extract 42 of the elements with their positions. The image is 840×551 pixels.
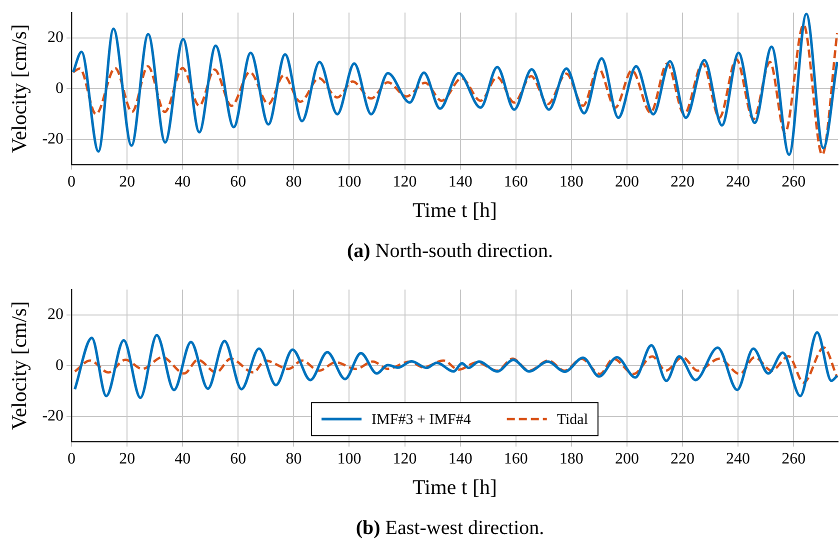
x-axis-title: Time t [h] <box>412 474 497 499</box>
x-tick-label: 0 <box>68 450 76 468</box>
y-tick-label: -20 <box>42 130 64 148</box>
x-tick-label: 120 <box>392 173 417 190</box>
x-tick-label: 240 <box>726 450 750 468</box>
x-tick-label: 200 <box>614 173 639 190</box>
legend-label: Tidal <box>556 412 588 428</box>
x-axis-title: Time t [h] <box>412 198 497 222</box>
x-tick-label: 140 <box>448 173 472 190</box>
x-tick-label: 20 <box>119 450 136 468</box>
x-tick-label: 60 <box>230 173 246 190</box>
x-tick-label: 140 <box>448 450 472 468</box>
x-tick-label: 40 <box>174 450 191 468</box>
x-tick-label: 220 <box>670 450 694 468</box>
x-tick-label: 40 <box>174 173 191 190</box>
y-axis-title: Velocity [cm/s] <box>7 301 32 430</box>
x-tick-label: 0 <box>68 173 76 190</box>
text: (a) North-south direction. <box>346 240 554 262</box>
x-tick-label: 20 <box>119 173 136 190</box>
x-tick-label: 160 <box>504 173 528 190</box>
y-tick-label: 0 <box>56 356 64 374</box>
x-tick-label: 80 <box>286 173 302 190</box>
x-tick-label: 180 <box>559 173 584 190</box>
x-tick-label: 100 <box>337 173 362 190</box>
x-tick-label: 120 <box>392 450 417 468</box>
x-tick-label: 260 <box>782 173 806 190</box>
y-tick-label: 20 <box>48 306 64 324</box>
x-tick-label: 60 <box>230 450 246 468</box>
x-tick-label: 200 <box>614 450 639 468</box>
x-tick-label: 240 <box>726 173 750 190</box>
y-tick-label: 20 <box>48 29 64 46</box>
x-tick-label: 100 <box>337 450 362 468</box>
y-axis-title: Velocity [cm/s] <box>7 24 32 154</box>
text: (b) East-west direction. <box>356 517 544 539</box>
x-tick-label: 180 <box>559 450 584 468</box>
x-tick-label: 80 <box>286 450 302 468</box>
x-tick-label: 220 <box>670 173 694 190</box>
x-tick-label: 160 <box>504 450 528 468</box>
y-tick-label: -20 <box>42 407 64 424</box>
legend-label: IMF#3 + IMF#4 <box>372 412 472 428</box>
y-tick-label: 0 <box>56 80 64 97</box>
x-tick-label: 260 <box>782 450 806 468</box>
